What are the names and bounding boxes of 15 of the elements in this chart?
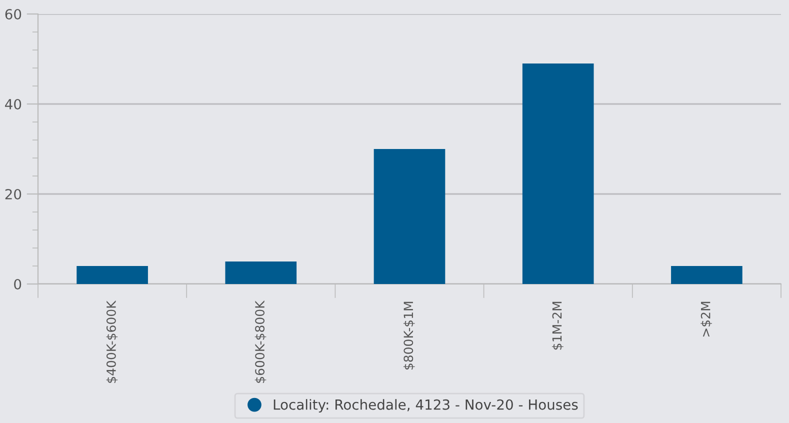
bar: [225, 262, 297, 284]
legend-label: Locality: Rochedale, 4123 - Nov-20 - Houses: [274, 399, 578, 413]
x-tick-label: $400K-$600K: [106, 300, 118, 383]
y-tick-label: 0: [14, 278, 22, 290]
x-tick-label: >$2M: [700, 302, 712, 337]
x-tick-label: $800K-$1M: [403, 302, 415, 370]
y-tick-label: 40: [5, 98, 22, 110]
y-tick-label: 60: [5, 8, 22, 20]
x-tick-label: $1M-2M: [552, 302, 564, 350]
bar: [76, 266, 148, 284]
bar: [671, 266, 742, 284]
y-tick-label: 20: [5, 188, 22, 200]
x-tick-label: $600K-$800K: [254, 300, 266, 383]
bar: [522, 64, 594, 284]
bar: [374, 149, 446, 284]
